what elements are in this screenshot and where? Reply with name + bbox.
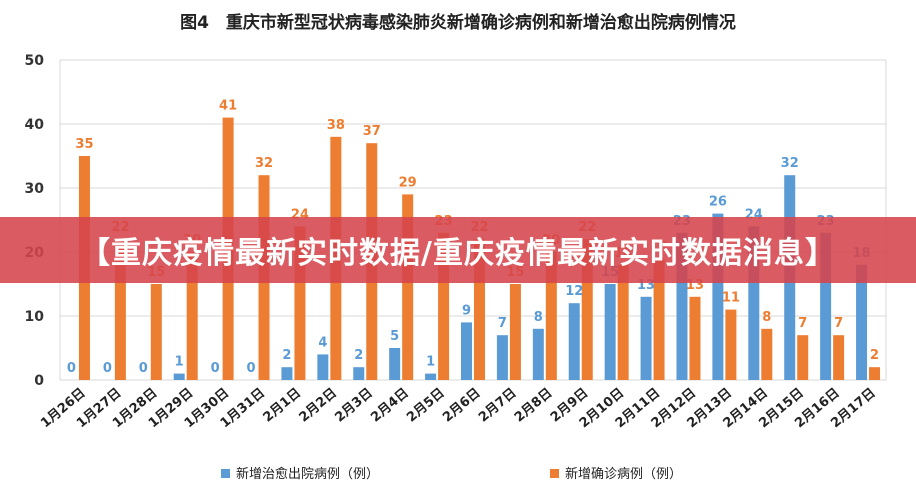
bar-cured xyxy=(461,322,472,380)
data-label-confirmed: 11 xyxy=(722,291,740,306)
bar-cured xyxy=(496,335,508,380)
bar-confirmed xyxy=(833,335,845,380)
x-tick-label: 2月1日 xyxy=(261,386,304,426)
data-label-confirmed: 38 xyxy=(327,118,345,133)
x-tick-label: 2月7日 xyxy=(476,386,519,426)
bar-cured xyxy=(281,367,293,380)
bar-confirmed xyxy=(150,284,162,380)
data-label-confirmed: 35 xyxy=(75,137,93,152)
legend: 新增治愈出院病例（例） 新增确诊病例（例） xyxy=(221,466,682,482)
data-label-cured: 0 xyxy=(67,361,76,376)
bar-cured xyxy=(389,348,401,380)
bar-confirmed xyxy=(474,239,485,380)
legend-label-cured: 新增治愈出院病例（例） xyxy=(236,466,379,482)
chart-title: 图4 重庆市新型冠状病毒感染肺炎新增确诊病例和新增治愈出院病例情况 xyxy=(180,12,736,33)
data-label-cured: 26 xyxy=(709,195,727,210)
bar-confirmed xyxy=(725,309,737,380)
data-label-cured: 4 xyxy=(318,335,327,350)
bar-confirmed xyxy=(761,328,773,380)
bar-cured xyxy=(748,226,760,380)
bar-confirmed xyxy=(581,239,593,380)
data-label-confirmed: 32 xyxy=(255,156,273,171)
bar-confirmed xyxy=(869,367,881,380)
data-label-confirmed: 7 xyxy=(834,316,843,331)
bar-cured xyxy=(856,264,868,380)
bar-confirmed xyxy=(114,239,126,380)
bar-cured xyxy=(640,296,652,380)
bar-cured xyxy=(532,328,544,380)
data-label-confirmed: 41 xyxy=(219,99,237,114)
data-label-confirmed: 8 xyxy=(762,310,771,325)
bar-confirmed xyxy=(402,194,414,380)
data-label-confirmed: 37 xyxy=(363,124,381,139)
bar-cured xyxy=(676,232,688,380)
x-axis-ticks: 1月26日1月27日1月28日1月29日1月30日1月31日2月1日2月2日2月… xyxy=(38,386,878,432)
y-tick-label: 0 xyxy=(34,373,44,389)
x-tick-label: 2月2日 xyxy=(296,386,339,426)
bar-confirmed xyxy=(689,296,701,380)
bar-confirmed xyxy=(509,284,521,380)
y-tick-label: 40 xyxy=(25,117,45,133)
bar-cured xyxy=(604,284,616,380)
data-label-cured: 1 xyxy=(175,355,184,370)
bar-confirmed xyxy=(186,252,198,380)
data-label-cured: 0 xyxy=(103,361,112,376)
overlay-banner: 【重庆疫情最新实时数据/重庆疫情最新实时数据消息】 xyxy=(0,217,916,283)
data-label-confirmed: 29 xyxy=(399,175,417,190)
bar-cured xyxy=(425,373,437,380)
bar-cured xyxy=(568,303,580,380)
bar-confirmed xyxy=(294,226,306,380)
data-label-cured: 2 xyxy=(354,348,363,363)
y-tick-label: 10 xyxy=(25,309,45,325)
data-label-cured: 1 xyxy=(426,355,435,370)
bar-confirmed xyxy=(617,264,629,380)
data-label-confirmed: 2 xyxy=(870,348,879,363)
bar-cured xyxy=(712,213,724,380)
bar-confirmed xyxy=(438,232,450,380)
data-label-cured: 0 xyxy=(211,361,220,376)
data-label-cured: 7 xyxy=(498,316,507,331)
legend-swatch-confirmed xyxy=(550,469,559,478)
legend-label-confirmed: 新增确诊病例（例） xyxy=(565,466,682,482)
x-tick-label: 2月3日 xyxy=(332,386,375,426)
bar-confirmed xyxy=(653,258,665,380)
data-label-cured: 9 xyxy=(462,303,471,318)
bar-cured xyxy=(173,373,185,380)
data-label-cured: 32 xyxy=(781,156,799,171)
data-label-cured: 5 xyxy=(390,329,399,344)
x-tick-label: 2月8日 xyxy=(512,386,555,426)
x-tick-label: 2月4日 xyxy=(368,386,411,426)
bar-confirmed xyxy=(797,335,809,380)
bar-cured xyxy=(353,367,365,380)
data-label-cured: 2 xyxy=(282,348,291,363)
data-label-cured: 8 xyxy=(534,310,543,325)
data-label-cured: 0 xyxy=(139,361,148,376)
x-tick-label: 2月6日 xyxy=(440,386,483,426)
data-label-confirmed: 7 xyxy=(798,316,807,331)
data-label-cured: 0 xyxy=(246,361,255,376)
bar-cured xyxy=(317,354,329,380)
x-tick-label: 2月5日 xyxy=(404,386,447,426)
bar-confirmed xyxy=(545,252,557,380)
bar-cured xyxy=(820,232,832,380)
data-label-cured: 12 xyxy=(565,284,583,299)
y-tick-label: 30 xyxy=(25,181,45,197)
banner-text: 【重庆疫情最新实时数据/重庆疫情最新实时数据消息】 xyxy=(80,236,836,271)
legend-swatch-cured xyxy=(221,469,230,478)
y-tick-label: 50 xyxy=(25,53,45,69)
